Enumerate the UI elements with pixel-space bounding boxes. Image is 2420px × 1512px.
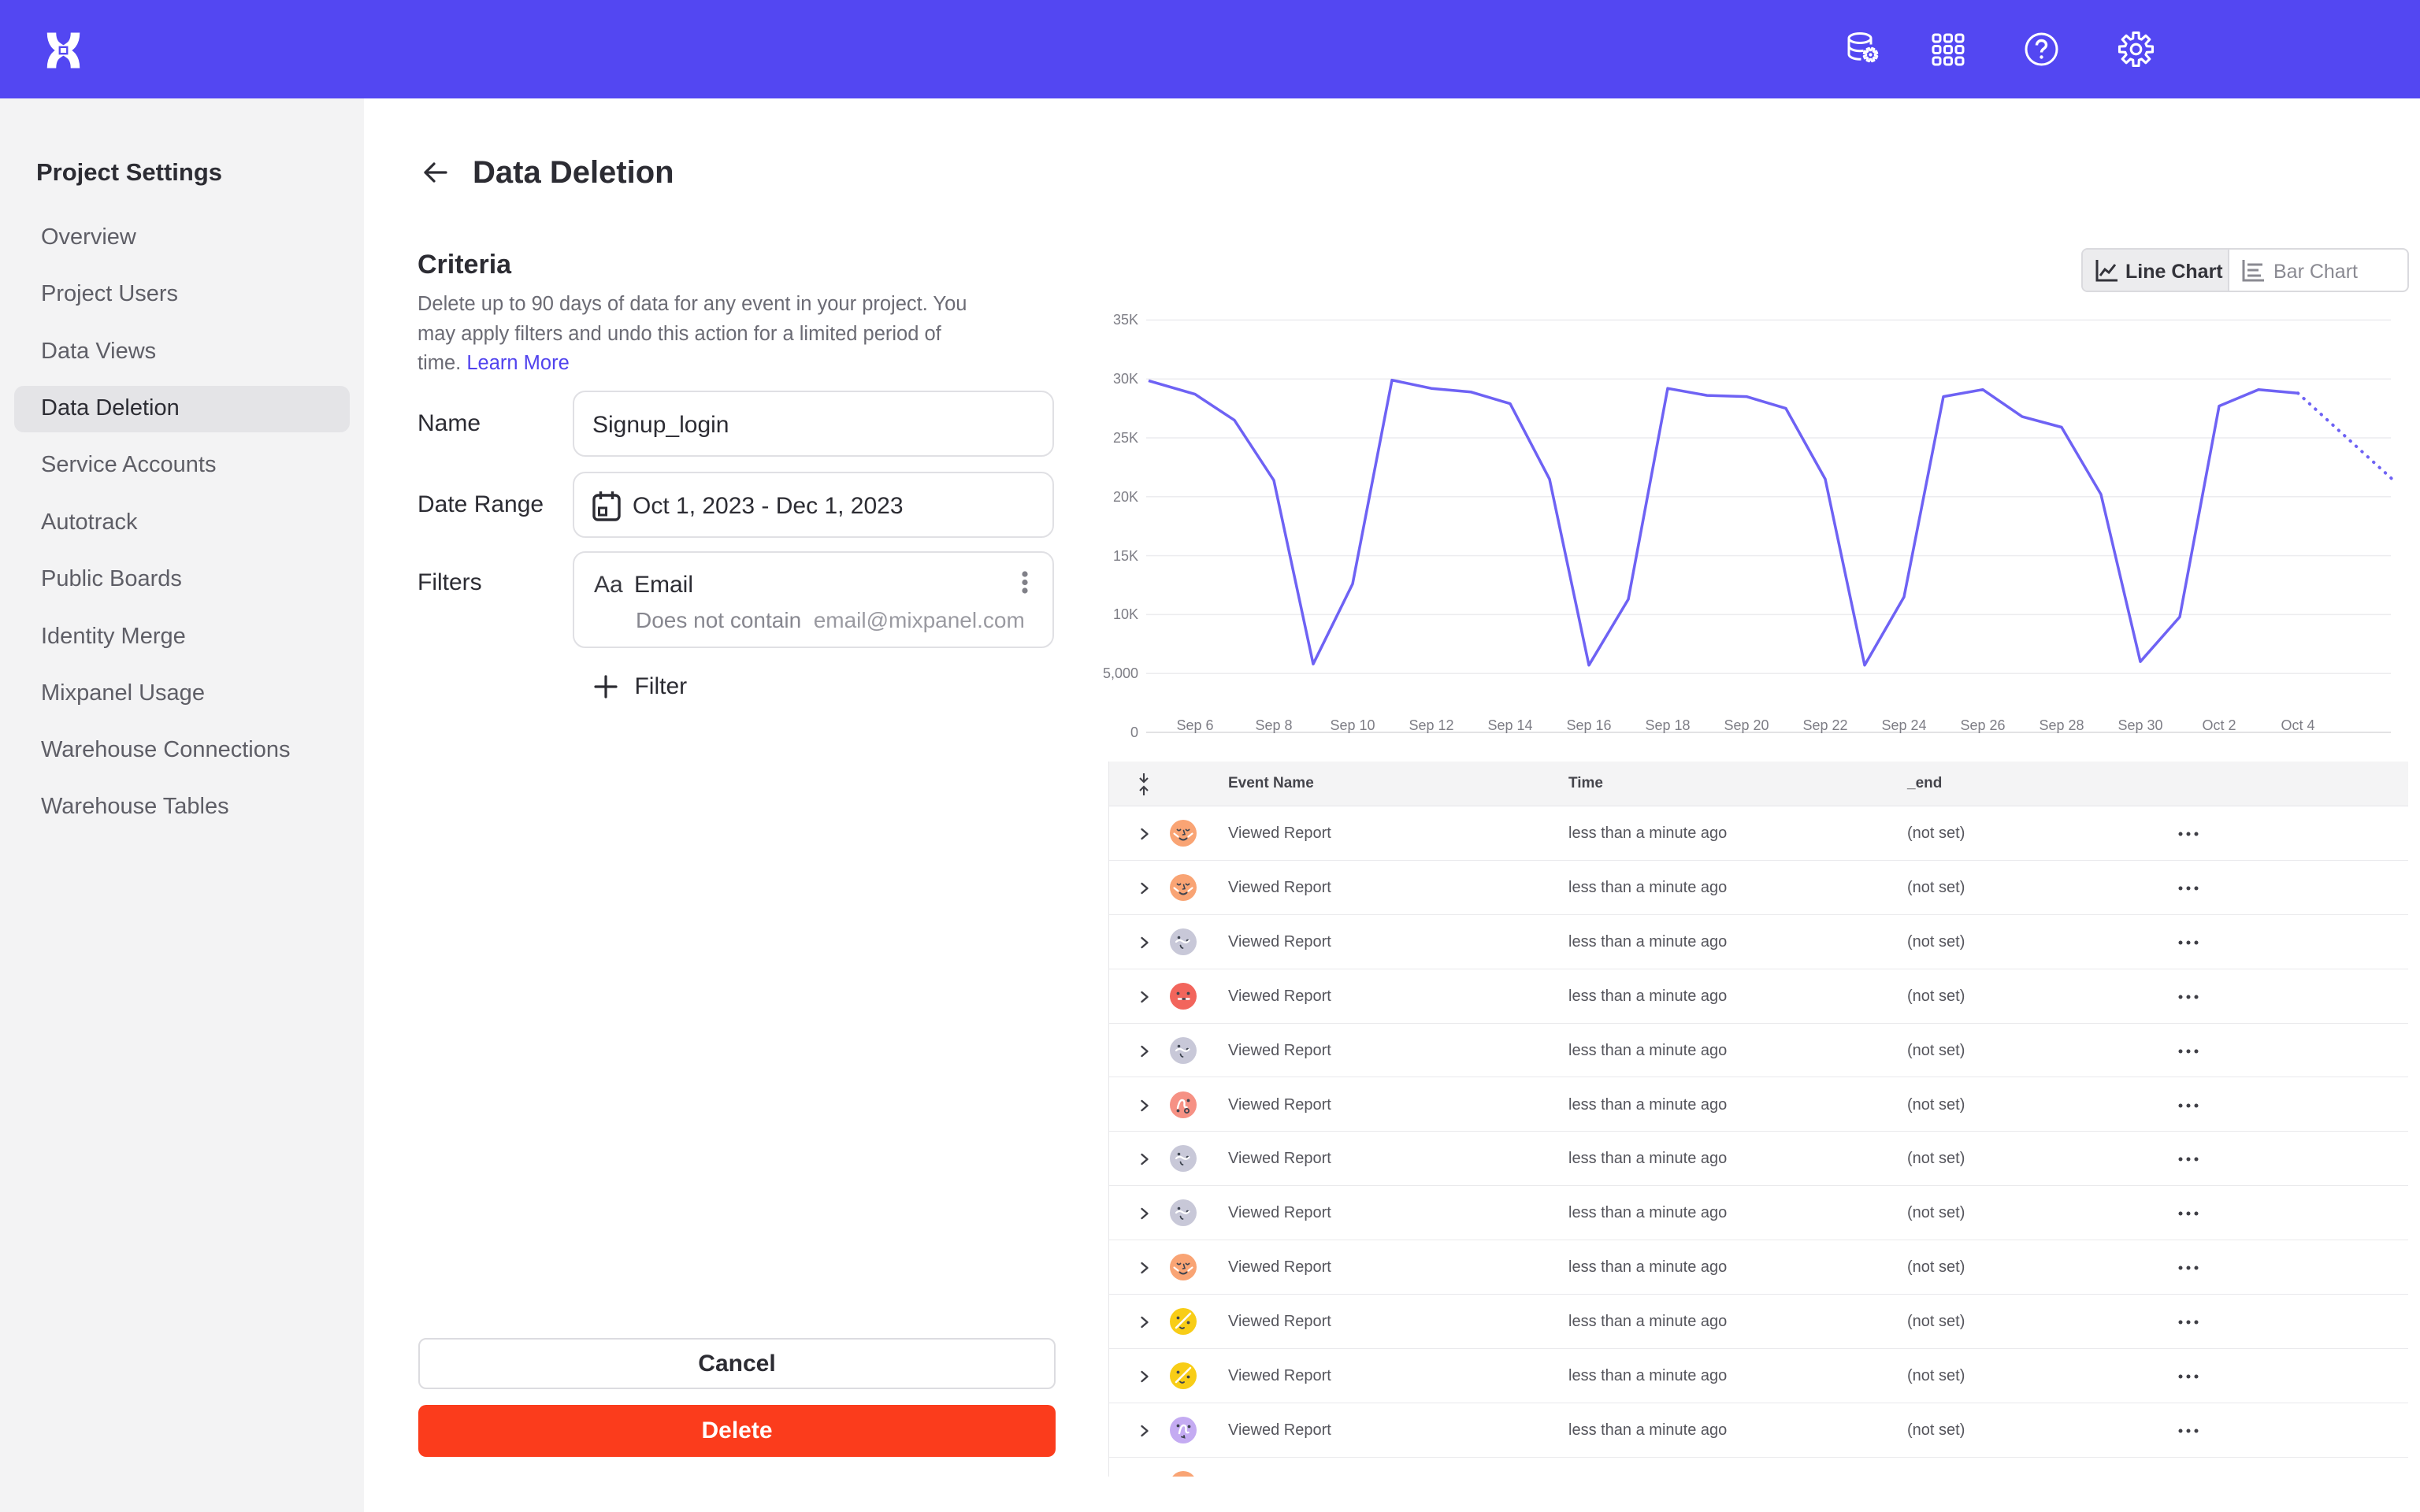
svg-text:35K: 35K [1113, 312, 1138, 328]
svg-text:5,000: 5,000 [1103, 665, 1138, 681]
svg-text:Sep 8: Sep 8 [1255, 717, 1292, 733]
svg-text:Sep 18: Sep 18 [1645, 717, 1690, 733]
svg-text:Sep 20: Sep 20 [1724, 717, 1769, 733]
svg-text:Sep 30: Sep 30 [2118, 717, 2162, 733]
svg-text:Oct 2: Oct 2 [2202, 717, 2236, 733]
svg-text:Oct 4: Oct 4 [2281, 717, 2314, 733]
svg-text:0: 0 [1130, 724, 1138, 740]
svg-text:30K: 30K [1113, 371, 1138, 387]
svg-text:20K: 20K [1113, 489, 1138, 505]
svg-text:15K: 15K [1113, 548, 1138, 564]
svg-text:Sep 28: Sep 28 [2039, 717, 2084, 733]
svg-text:Sep 14: Sep 14 [1487, 717, 1532, 733]
svg-text:Sep 10: Sep 10 [1330, 717, 1375, 733]
svg-text:Sep 6: Sep 6 [1176, 717, 1213, 733]
svg-text:25K: 25K [1113, 430, 1138, 446]
svg-text:10K: 10K [1113, 606, 1138, 622]
svg-text:Sep 12: Sep 12 [1409, 717, 1453, 733]
svg-text:Sep 26: Sep 26 [1960, 717, 2005, 733]
svg-text:Sep 24: Sep 24 [1881, 717, 1926, 733]
svg-text:Sep 22: Sep 22 [1802, 717, 1847, 733]
svg-text:Sep 16: Sep 16 [1566, 717, 1611, 733]
